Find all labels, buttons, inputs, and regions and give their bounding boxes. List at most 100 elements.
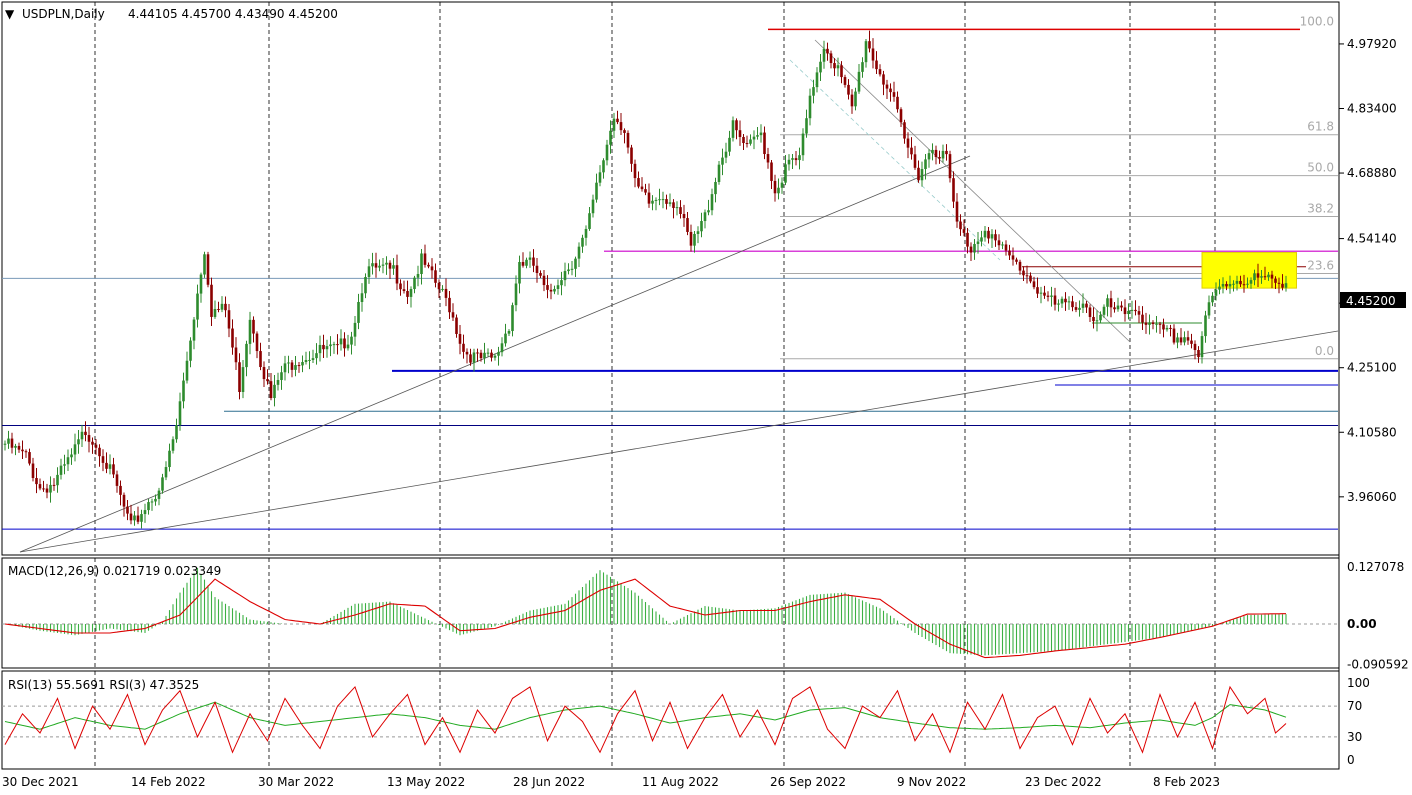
candle-body[interactable]	[486, 352, 490, 354]
candle-body[interactable]	[1053, 295, 1057, 305]
candle-body[interactable]	[378, 265, 381, 268]
candle-body[interactable]	[899, 109, 903, 123]
candle-body[interactable]	[1214, 289, 1218, 296]
candle-body[interactable]	[696, 231, 700, 234]
candle-body[interactable]	[49, 484, 52, 493]
candle-body[interactable]	[402, 289, 406, 292]
candle-body[interactable]	[472, 352, 476, 363]
candle-body[interactable]	[409, 289, 413, 297]
candle-body[interactable]	[1025, 275, 1029, 277]
candle-body[interactable]	[59, 465, 63, 475]
candle-body[interactable]	[798, 155, 801, 161]
candle-body[interactable]	[1253, 273, 1256, 281]
candle-body[interactable]	[290, 362, 294, 370]
candle-body[interactable]	[476, 352, 479, 354]
candle-body[interactable]	[395, 265, 399, 284]
candle-body[interactable]	[129, 513, 133, 521]
candle-body[interactable]	[1165, 327, 1169, 330]
candle-body[interactable]	[105, 462, 108, 469]
candle-body[interactable]	[150, 501, 154, 503]
candle-body[interactable]	[346, 344, 350, 349]
candle-body[interactable]	[311, 358, 315, 360]
candle-body[interactable]	[493, 355, 497, 358]
candle-body[interactable]	[280, 372, 283, 381]
candle-body[interactable]	[812, 87, 815, 96]
candle-body[interactable]	[217, 308, 220, 310]
candle-body[interactable]	[1085, 303, 1088, 308]
candle-body[interactable]	[637, 178, 640, 187]
candle-body[interactable]	[1190, 340, 1193, 344]
candle-body[interactable]	[959, 221, 962, 230]
candle-body[interactable]	[686, 218, 689, 232]
candle-body[interactable]	[840, 65, 843, 78]
candle-body[interactable]	[423, 253, 427, 265]
candle-body[interactable]	[1158, 323, 1162, 325]
candle-body[interactable]	[668, 202, 672, 204]
candle-body[interactable]	[294, 365, 297, 370]
candle-body[interactable]	[619, 122, 623, 131]
candle-body[interactable]	[1046, 295, 1050, 297]
candle-body[interactable]	[353, 322, 357, 337]
candle-body[interactable]	[1183, 337, 1186, 343]
candle-body[interactable]	[864, 41, 868, 63]
candle-body[interactable]	[966, 232, 969, 247]
candle-body[interactable]	[479, 352, 483, 359]
candle-body[interactable]	[329, 344, 332, 347]
candle-body[interactable]	[507, 331, 511, 334]
candle-body[interactable]	[42, 488, 45, 490]
candle-body[interactable]	[1141, 314, 1144, 323]
candle-body[interactable]	[689, 231, 693, 246]
candle-body[interactable]	[1232, 283, 1235, 285]
candle-body[interactable]	[924, 159, 927, 170]
candle-body[interactable]	[399, 283, 402, 290]
candle-body[interactable]	[938, 157, 941, 159]
candle-body[interactable]	[343, 338, 346, 349]
candle-body[interactable]	[574, 258, 577, 269]
candle-body[interactable]	[448, 297, 451, 313]
candle-body[interactable]	[192, 319, 196, 341]
candle-body[interactable]	[458, 333, 462, 344]
candle-body[interactable]	[773, 180, 777, 194]
candle-body[interactable]	[605, 144, 609, 161]
candle-body[interactable]	[826, 48, 829, 54]
candle-body[interactable]	[21, 449, 24, 452]
candle-body[interactable]	[1211, 295, 1214, 303]
candle-body[interactable]	[35, 478, 38, 485]
candle-body[interactable]	[1064, 298, 1067, 303]
candle-body[interactable]	[640, 186, 644, 190]
candle-body[interactable]	[759, 132, 763, 136]
candle-body[interactable]	[665, 199, 668, 204]
candle-body[interactable]	[815, 72, 819, 88]
candle-body[interactable]	[175, 425, 178, 440]
candle-body[interactable]	[983, 230, 987, 238]
candle-body[interactable]	[738, 130, 742, 137]
candle-body[interactable]	[66, 457, 70, 465]
candle-body[interactable]	[920, 169, 924, 181]
candle-body[interactable]	[871, 48, 875, 61]
candle-body[interactable]	[1029, 275, 1032, 282]
candle-body[interactable]	[570, 268, 574, 270]
candle-body[interactable]	[535, 265, 539, 274]
candle-body[interactable]	[626, 132, 630, 148]
candle-body[interactable]	[528, 257, 532, 260]
candle-body[interactable]	[332, 344, 336, 346]
candle-body[interactable]	[875, 60, 878, 70]
candle-body[interactable]	[171, 439, 175, 451]
candle-body[interactable]	[882, 74, 885, 85]
candle-body[interactable]	[1169, 327, 1172, 329]
candle-body[interactable]	[997, 240, 1001, 246]
candle-body[interactable]	[154, 498, 157, 502]
candle-body[interactable]	[556, 285, 560, 289]
candle-body[interactable]	[1088, 307, 1092, 317]
candle-body[interactable]	[115, 474, 119, 486]
candle-body[interactable]	[273, 384, 276, 399]
candle-body[interactable]	[819, 61, 822, 73]
candle-body[interactable]	[1074, 307, 1078, 310]
candle-body[interactable]	[168, 450, 171, 468]
candle-body[interactable]	[763, 132, 766, 155]
candle-body[interactable]	[269, 381, 273, 399]
candle-body[interactable]	[10, 438, 14, 448]
candle-body[interactable]	[1148, 322, 1151, 325]
candle-body[interactable]	[1274, 278, 1277, 283]
candle-body[interactable]	[28, 452, 31, 464]
